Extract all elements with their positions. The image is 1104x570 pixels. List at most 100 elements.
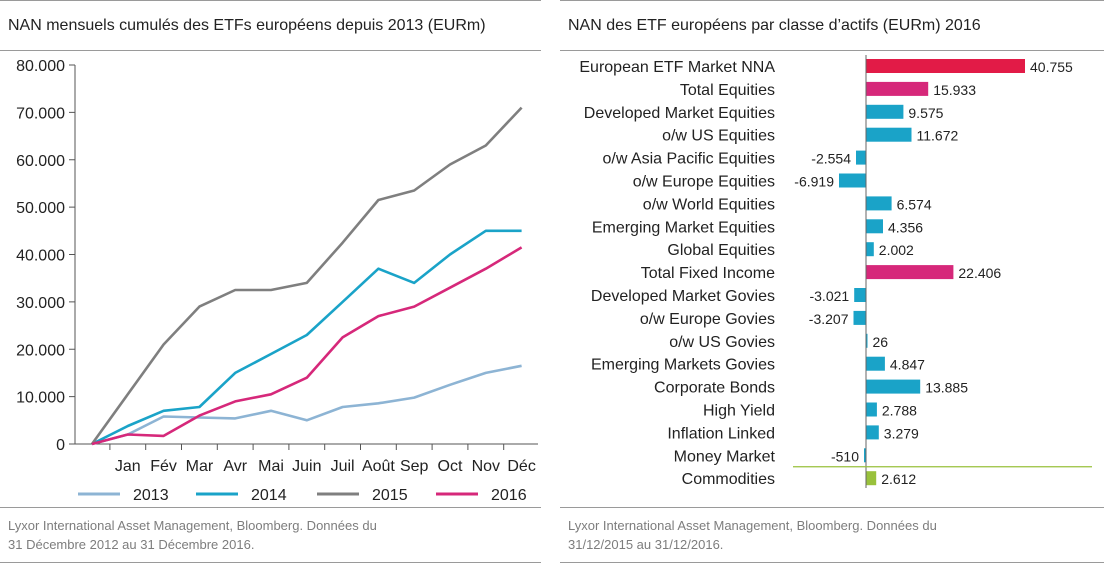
series-line-2015 (90, 106, 523, 445)
right-bottom-rule (560, 562, 1104, 563)
category-label: High Yield (703, 403, 775, 420)
left-chart-title: NAN mensuels cumulés des ETFs européens … (8, 17, 486, 34)
bar-value-label: 2.612 (881, 471, 916, 487)
legend-label-2013: 2013 (133, 487, 169, 504)
bar (864, 448, 866, 463)
category-label: o/w World Equities (643, 196, 775, 213)
x-tick-label: Août (362, 458, 395, 475)
y-tick-label: 60.000 (16, 153, 65, 170)
x-tick-label: Oct (438, 458, 463, 475)
x-tick-label: Sep (400, 458, 429, 475)
bar-value-label: -3.207 (809, 311, 849, 327)
line-chart: 0 10.000 20.000 30.000 40.000 50.000 60.000 70.… (16, 58, 538, 504)
category-label: European ETF Market NNA (579, 59, 775, 76)
bar (866, 81, 929, 96)
category-label: Corporate Bonds (654, 380, 775, 397)
bar-value-label: 3.279 (884, 425, 919, 441)
bar-chart: European ETF Market NNA 40.755 Total Equit… (579, 55, 1092, 488)
bar (866, 242, 874, 257)
y-tick-label: 0 (56, 437, 65, 454)
bar (866, 425, 879, 440)
x-tick-label: Déc (507, 458, 535, 475)
bar-value-label: 4.356 (888, 219, 923, 235)
bar (866, 59, 1025, 73)
y-tick-label: 30.000 (16, 295, 65, 312)
category-label: o/w Europe Govies (640, 311, 775, 328)
y-tick-label: 70.000 (16, 105, 65, 122)
bar-value-label: 9.575 (908, 105, 943, 121)
category-label: Commodities (682, 471, 775, 488)
bar-value-label: 4.847 (890, 357, 925, 373)
bar (854, 288, 866, 302)
x-tick-label: Mai (258, 458, 284, 475)
left-bottom-rule (0, 562, 541, 563)
right-source-line-1: Lyxor International Asset Management, Bl… (568, 518, 937, 533)
y-tick-label: 40.000 (16, 248, 65, 265)
category-label: Total Equities (680, 82, 775, 99)
left-top-rule (0, 0, 541, 1)
bar (866, 333, 868, 348)
bar (856, 150, 866, 165)
x-tick-label: Fév (150, 458, 177, 475)
bar (866, 196, 892, 211)
bar (866, 402, 877, 417)
left-source-line-2: 31 Décembre 2012 au 31 Décembre 2016. (8, 537, 255, 552)
bar-value-label: -2.554 (811, 151, 851, 167)
right-source-line-2: 31/12/2015 au 31/12/2016. (568, 537, 724, 552)
bar (866, 356, 885, 371)
bar (866, 471, 877, 486)
x-tick-label: Juil (331, 458, 355, 475)
bar (866, 104, 904, 119)
legend-label-2016: 2016 (491, 487, 527, 504)
bar-value-label: 40.755 (1030, 59, 1073, 75)
bar-value-label: 26 (873, 334, 889, 350)
x-tick-label: Avr (223, 458, 247, 475)
x-tick-label: Jan (115, 458, 141, 475)
category-label: Inflation Linked (667, 425, 775, 442)
category-label: Developed Market Govies (591, 288, 775, 305)
left-source-line-1: Lyxor International Asset Management, Bl… (8, 518, 377, 533)
x-tick-label: Nov (472, 458, 500, 475)
right-source-rule (560, 507, 1104, 508)
right-chart-title: NAN des ETF européens par classe d’actif… (568, 17, 981, 34)
left-title-rule (0, 50, 541, 51)
series-line-2014 (91, 229, 522, 446)
bar-value-label: 22.406 (958, 265, 1001, 281)
y-tick-label: 50.000 (16, 200, 65, 217)
y-tick-label: 20.000 (16, 342, 65, 359)
right-top-rule (560, 0, 1104, 1)
category-label: Emerging Markets Govies (591, 357, 775, 374)
bar-value-label: 2.002 (879, 242, 914, 258)
category-label: o/w Europe Equities (633, 174, 775, 191)
category-label: o/w US Govies (669, 334, 775, 351)
category-label: o/w US Equities (662, 128, 775, 145)
bar-value-label: 6.574 (897, 196, 932, 212)
bar-value-label: 2.788 (882, 403, 917, 419)
bar (866, 265, 954, 280)
bar-value-label: 11.672 (917, 128, 959, 144)
left-source-rule (0, 507, 541, 508)
y-tick-label: 10.000 (16, 390, 65, 407)
category-label: Total Fixed Income (641, 265, 775, 282)
bar (853, 310, 866, 325)
bar-value-label: -510 (831, 448, 859, 464)
bar-value-label: 15.933 (933, 82, 976, 98)
bar-value-label: -3.021 (809, 288, 849, 304)
category-label: o/w Asia Pacific Equities (602, 151, 775, 168)
bar (866, 219, 883, 234)
y-tick-label: 80.000 (16, 58, 65, 75)
series-line-2013 (91, 364, 522, 446)
category-label: Developed Market Equities (584, 105, 775, 122)
legend-label-2015: 2015 (372, 487, 408, 504)
right-title-rule (560, 50, 1104, 51)
category-label: Money Market (674, 448, 776, 465)
legend-label-2014: 2014 (251, 487, 287, 504)
category-label: Global Equities (667, 242, 775, 259)
series-line-2016 (91, 246, 523, 446)
bar (839, 173, 866, 188)
category-label: Emerging Market Equities (592, 219, 775, 236)
x-tick-label: Mar (186, 458, 214, 475)
bar-value-label: -6.919 (794, 174, 834, 190)
bar (866, 379, 921, 394)
